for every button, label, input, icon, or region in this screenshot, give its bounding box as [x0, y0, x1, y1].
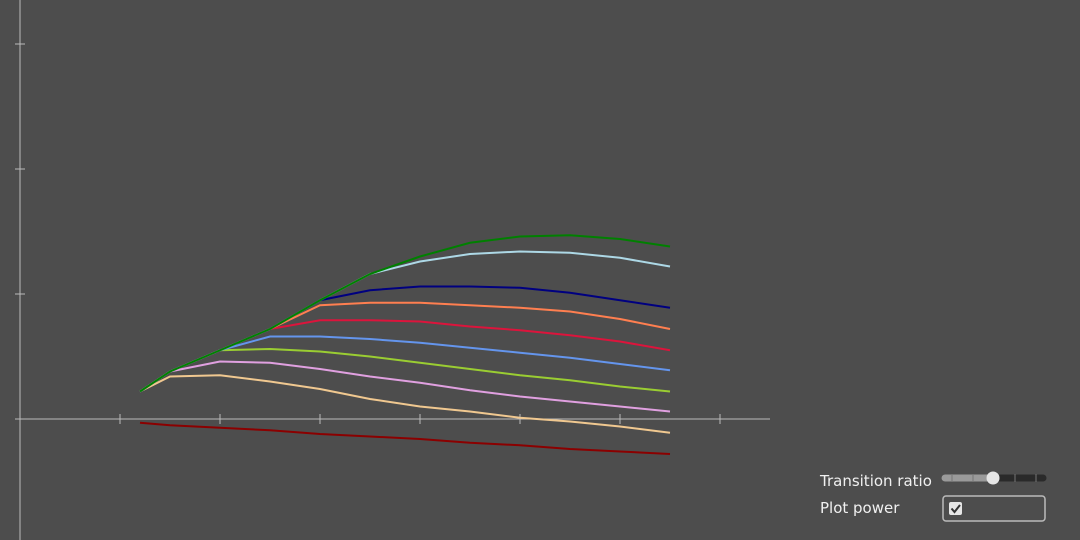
series-line [139, 374, 671, 434]
checkbox-frame[interactable] [942, 495, 1046, 522]
series-line [139, 347, 671, 393]
checkbox[interactable] [949, 502, 962, 515]
slider-label: Transition ratio [820, 472, 932, 490]
series-line [139, 360, 671, 413]
series-line [139, 421, 671, 455]
series-line [139, 301, 671, 393]
series-line [139, 234, 671, 393]
checkbox-label: Plot power [820, 499, 900, 517]
checkmark [950, 504, 961, 514]
slider-thumb[interactable] [986, 471, 1000, 485]
